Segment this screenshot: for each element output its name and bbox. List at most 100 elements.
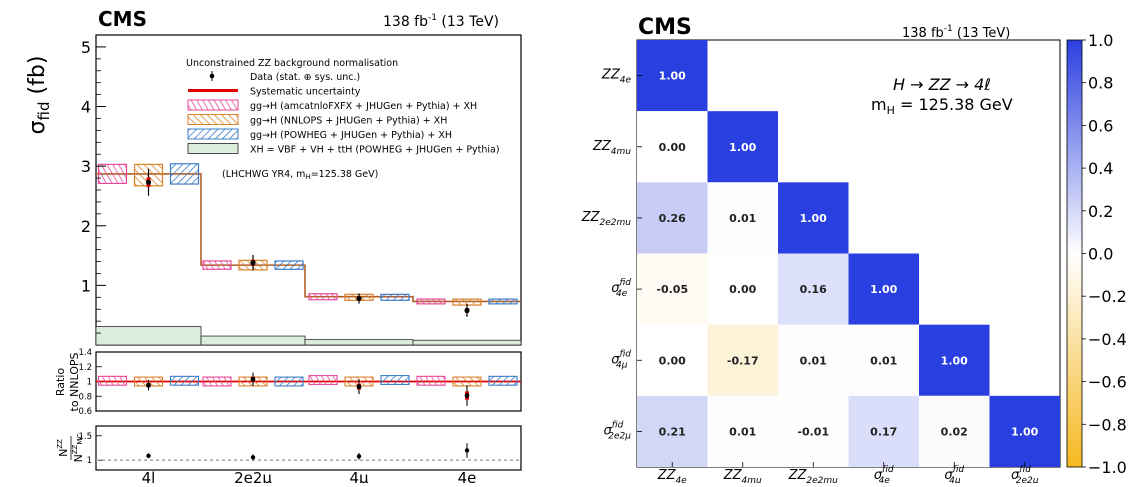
colorbar-tick-label: −1.0 (1088, 458, 1127, 477)
legend-label: gg→H (NNLOPS + JHUGen + Pythia) + XH (250, 116, 447, 127)
y-tick-label: 2 (81, 217, 91, 236)
legend-entry-xh: XH = VBF + VH + ttH (POWHEG + JHUGen + P… (187, 143, 500, 156)
row-label: σfid 4e (611, 278, 631, 299)
cell-value: 0.00 (659, 141, 686, 154)
legend: Unconstrained ZZ background normalisatio… (186, 58, 500, 181)
heatmap-cell (919, 395, 990, 467)
amc-ratio-box (202, 376, 232, 387)
cell-value: -0.17 (727, 354, 759, 367)
cell-value: 0.01 (729, 212, 756, 225)
nnlops-ratio-box (452, 376, 482, 387)
colorbar-tick-label: −0.6 (1088, 373, 1127, 392)
y-tick-label: 1 (81, 276, 91, 295)
colorbar-tick-label: −0.2 (1088, 287, 1127, 306)
colorbar-tick-label: 0.6 (1088, 116, 1113, 135)
ratio-data-point (146, 382, 151, 388)
heatmap-cell (707, 253, 778, 325)
legend-note: (LHCHWG YR4, mH=125.38 GeV) (222, 169, 378, 181)
legend-label: Data (stat. ⊕ sys. unc.) (250, 72, 360, 83)
powheg-prediction-box (274, 260, 304, 270)
amc-prediction-box (97, 163, 128, 185)
amc-prediction-box (202, 260, 232, 270)
heatmap-cell (778, 324, 849, 396)
y-tick-label: 4 (81, 98, 91, 117)
ratio-tick-label: 1.4 (78, 348, 92, 358)
xh-bar (304, 339, 414, 346)
column-labels: ZZ4e ZZ4mu ZZ2e2mu σfid 4e σfid 4μ σfid 2e2μ (657, 462, 1039, 486)
cell-value: 0.17 (870, 425, 897, 438)
category-label: 2e2μ (234, 469, 272, 483)
colorbar-tick-label: 0.8 (1088, 74, 1113, 93)
xh-bar (412, 339, 522, 346)
heatmap-cell (637, 40, 708, 112)
cell-value: 0.00 (729, 283, 756, 296)
norm-point (250, 455, 256, 460)
legend-label: Systematic uncertainty (250, 87, 361, 98)
legend-label: XH = VBF + VH + ttH (POWHEG + JHUGen + P… (250, 145, 500, 156)
cell-value: 1.00 (659, 70, 686, 83)
y-axis-label: σfid (fb) (25, 56, 53, 135)
column-label: σfid 2e2μ (1011, 465, 1039, 483)
row-label: σfid 2e2μ (604, 420, 632, 441)
column-label: σfid 4μ (944, 465, 964, 483)
main-plot (95, 163, 522, 346)
legend-label: gg→H (POWHEG + JHUGen + Pythia) + XH (250, 130, 452, 141)
heatmap-cell (778, 182, 849, 254)
main-y-axis: 1 2 3 4 5 (81, 38, 106, 334)
amc-ratio-box (308, 375, 338, 386)
heatmap-cell (637, 324, 708, 396)
heatmap-cell (778, 395, 849, 467)
legend-amc-swatch (187, 99, 239, 111)
legend-entry-sys: Systematic uncertainty (188, 87, 361, 98)
cell-value: 0.16 (800, 283, 827, 296)
y-tick-label: 5 (81, 38, 91, 57)
cell-value: 1.00 (1011, 425, 1038, 438)
ratio-tick-label: 1.2 (78, 363, 92, 373)
heatmap-cell (637, 111, 708, 183)
category-label: 4l (142, 469, 156, 483)
heatmap-cell (848, 395, 919, 467)
ratio-data-point (464, 393, 470, 398)
amc-prediction-box (416, 298, 446, 305)
norm-point (146, 453, 151, 459)
data-point (145, 179, 152, 185)
row-label: ZZ4mu (592, 139, 631, 157)
row-labels: ZZ4e ZZ4mu ZZ2e2mu σfid 4e σfid 4μ σfid 2e2μ (581, 68, 642, 441)
legend-entry-powheg: gg→H (POWHEG + JHUGen + Pythia) + XH (187, 128, 452, 141)
legend-data-marker (209, 73, 215, 79)
ratio-tick-label: 0.6 (78, 407, 92, 417)
heatmap-cell (637, 253, 708, 325)
data-point (464, 307, 470, 314)
colorbar-tick-label: −0.4 (1088, 330, 1127, 349)
ratio-tick-label: 1 (87, 378, 92, 388)
colorbar-ticks: 1.0 0.8 0.6 0.4 0.2 0.0 −0.2 −0.4 −0.6 −0.8 −1.0 (1082, 31, 1127, 477)
cell-value: -0.05 (656, 283, 688, 296)
category-labels: 4l 2e2μ 4μ 4e (142, 469, 477, 487)
cell-value: -0.01 (797, 425, 829, 438)
cell-value: 0.00 (659, 354, 686, 367)
cell-value: 0.21 (659, 425, 686, 438)
cell-value: 1.00 (800, 212, 827, 225)
heatmap-cell (848, 253, 919, 325)
category-label: 4e (458, 469, 477, 483)
annotation-process: H → ZZ → 4ℓ (893, 75, 991, 94)
powheg-ratio-box (380, 375, 410, 386)
ratio-data-point (356, 384, 362, 390)
norm-point (464, 448, 470, 453)
heatmap-cell (637, 395, 708, 467)
right-chart: CMS 138 fb-1 (13 TeV) 1.00 0.00 1.00 0.26 0.… (581, 15, 1127, 486)
legend-entry-nnlops: gg→H (NNLOPS + JHUGen + Pythia) + XH (187, 114, 447, 127)
cms-label-right: CMS (638, 15, 692, 40)
ratio-y-label: Ratio (54, 368, 67, 397)
heatmap-cell (707, 395, 778, 467)
legend-nnlops-swatch (187, 114, 239, 125)
amc-ratio-box (416, 375, 446, 386)
colorbar (1066, 39, 1083, 468)
column-label: σfid 4e (874, 465, 894, 483)
row-label: ZZ2e2mu (581, 210, 632, 228)
powheg-ratio-box (488, 375, 518, 386)
legend-entry-amc: gg→H (amcatnloFXFX + JHUGen + Pythia) + … (187, 99, 477, 112)
row-label: ZZ4e (601, 68, 632, 86)
legend-entry-data: Data (stat. ⊕ sys. unc.) (209, 71, 360, 83)
heatmap: 1.00 0.00 1.00 0.26 0.01 1.00 -0.05 0.00 0.16 1.0… (637, 40, 1060, 467)
